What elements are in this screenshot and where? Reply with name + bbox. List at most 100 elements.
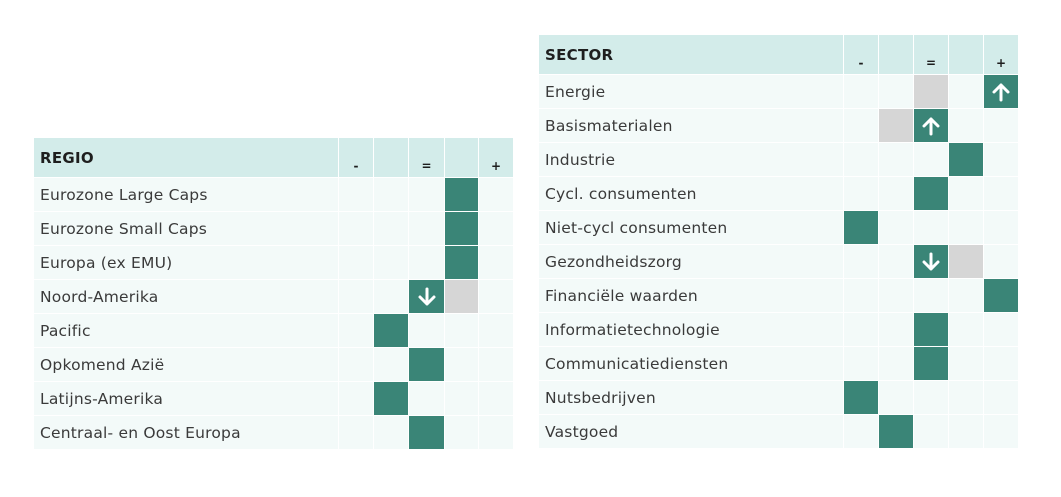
sector-row-label: Basismaterialen bbox=[539, 109, 844, 142]
previous-rating-marker bbox=[445, 280, 479, 313]
regio-row-label: Noord-Amerika bbox=[34, 280, 339, 313]
rating-cell bbox=[479, 212, 514, 245]
rating-marker bbox=[914, 313, 949, 346]
rating-cell bbox=[479, 246, 514, 279]
rating-cell bbox=[409, 246, 445, 279]
rating-cell bbox=[374, 348, 409, 381]
table-row: Basismaterialen bbox=[539, 109, 1019, 143]
regio-title: REGIO bbox=[34, 138, 339, 177]
rating-cell bbox=[984, 109, 1019, 142]
sector-scale-header bbox=[949, 35, 984, 74]
rating-marker bbox=[949, 143, 984, 176]
rating-cell bbox=[339, 416, 374, 449]
rating-cell bbox=[844, 245, 879, 278]
rating-cell bbox=[984, 381, 1019, 414]
rating-cell bbox=[445, 314, 479, 347]
rating-cell bbox=[879, 313, 914, 346]
rating-marker bbox=[984, 279, 1019, 312]
table-row: Energie bbox=[539, 75, 1019, 109]
rating-marker bbox=[409, 348, 445, 381]
rating-cell bbox=[479, 280, 514, 313]
rating-cell bbox=[984, 211, 1019, 244]
table-row: Europa (ex EMU) bbox=[34, 246, 514, 280]
rating-cell bbox=[374, 178, 409, 211]
regio-row-label: Opkomend Azië bbox=[34, 348, 339, 381]
rating-cell bbox=[339, 280, 374, 313]
regio-scale-header bbox=[374, 138, 409, 177]
regio-scale-header bbox=[445, 138, 479, 177]
rating-cell bbox=[879, 75, 914, 108]
rating-cell bbox=[984, 177, 1019, 210]
rating-cell bbox=[914, 415, 949, 448]
rating-cell bbox=[339, 246, 374, 279]
rating-marker bbox=[445, 212, 479, 245]
arrow-up-icon bbox=[989, 75, 1013, 108]
sector-row-label: Informatietechnologie bbox=[539, 313, 844, 346]
regio-header-row: REGIO - = + bbox=[34, 138, 514, 178]
rating-cell bbox=[984, 347, 1019, 380]
rating-cell bbox=[879, 381, 914, 414]
rating-cell bbox=[879, 143, 914, 176]
rating-cell bbox=[949, 177, 984, 210]
rating-marker bbox=[914, 109, 949, 142]
arrow-down-icon bbox=[415, 280, 439, 313]
sector-header-row: SECTOR - = + bbox=[539, 35, 1019, 75]
table-row: Niet-cycl consumenten bbox=[539, 211, 1019, 245]
table-row: Centraal- en Oost Europa bbox=[34, 416, 514, 450]
rating-cell bbox=[949, 109, 984, 142]
rating-cell bbox=[374, 212, 409, 245]
rating-cell bbox=[949, 75, 984, 108]
rating-cell bbox=[409, 382, 445, 415]
rating-cell bbox=[844, 347, 879, 380]
sector-table: SECTOR - = + Energie Basismaterialen Industrie… bbox=[539, 35, 1019, 449]
table-row: Latijns-Amerika bbox=[34, 382, 514, 416]
rating-cell bbox=[984, 415, 1019, 448]
sector-row-label: Nutsbedrijven bbox=[539, 381, 844, 414]
table-row: Eurozone Small Caps bbox=[34, 212, 514, 246]
table-row: Eurozone Large Caps bbox=[34, 178, 514, 212]
regio-row-label: Latijns-Amerika bbox=[34, 382, 339, 415]
regio-row-label: Europa (ex EMU) bbox=[34, 246, 339, 279]
rating-cell bbox=[984, 245, 1019, 278]
sector-row-label: Energie bbox=[539, 75, 844, 108]
rating-cell bbox=[879, 245, 914, 278]
rating-cell bbox=[949, 415, 984, 448]
sector-title: SECTOR bbox=[539, 35, 844, 74]
sector-row-label: Financiële waarden bbox=[539, 279, 844, 312]
rating-cell bbox=[844, 109, 879, 142]
rating-cell bbox=[339, 348, 374, 381]
previous-rating-marker bbox=[879, 109, 914, 142]
previous-rating-marker bbox=[914, 75, 949, 108]
rating-marker bbox=[374, 314, 409, 347]
regio-row-label: Centraal- en Oost Europa bbox=[34, 416, 339, 449]
previous-rating-marker bbox=[949, 245, 984, 278]
rating-cell bbox=[479, 348, 514, 381]
rating-cell bbox=[844, 75, 879, 108]
regio-scale-header: = bbox=[409, 138, 445, 177]
rating-marker bbox=[914, 347, 949, 380]
sector-row-label: Cycl. consumenten bbox=[539, 177, 844, 210]
rating-cell bbox=[374, 246, 409, 279]
rating-cell bbox=[914, 279, 949, 312]
rating-cell bbox=[479, 382, 514, 415]
sector-row-label: Gezondheidszorg bbox=[539, 245, 844, 278]
rating-marker bbox=[984, 75, 1019, 108]
table-row: Industrie bbox=[539, 143, 1019, 177]
sector-row-label: Communicatiediensten bbox=[539, 347, 844, 380]
table-row: Informatietechnologie bbox=[539, 313, 1019, 347]
table-row: Vastgoed bbox=[539, 415, 1019, 449]
rating-cell bbox=[844, 177, 879, 210]
rating-marker bbox=[445, 246, 479, 279]
rating-cell bbox=[879, 347, 914, 380]
rating-cell bbox=[949, 347, 984, 380]
sector-scale-header: - bbox=[844, 35, 879, 74]
rating-cell bbox=[879, 177, 914, 210]
rating-marker bbox=[879, 415, 914, 448]
regio-scale-header: - bbox=[339, 138, 374, 177]
rating-cell bbox=[339, 314, 374, 347]
rating-marker bbox=[914, 177, 949, 210]
rating-cell bbox=[479, 178, 514, 211]
rating-cell bbox=[844, 415, 879, 448]
rating-cell bbox=[445, 382, 479, 415]
rating-cell bbox=[984, 143, 1019, 176]
